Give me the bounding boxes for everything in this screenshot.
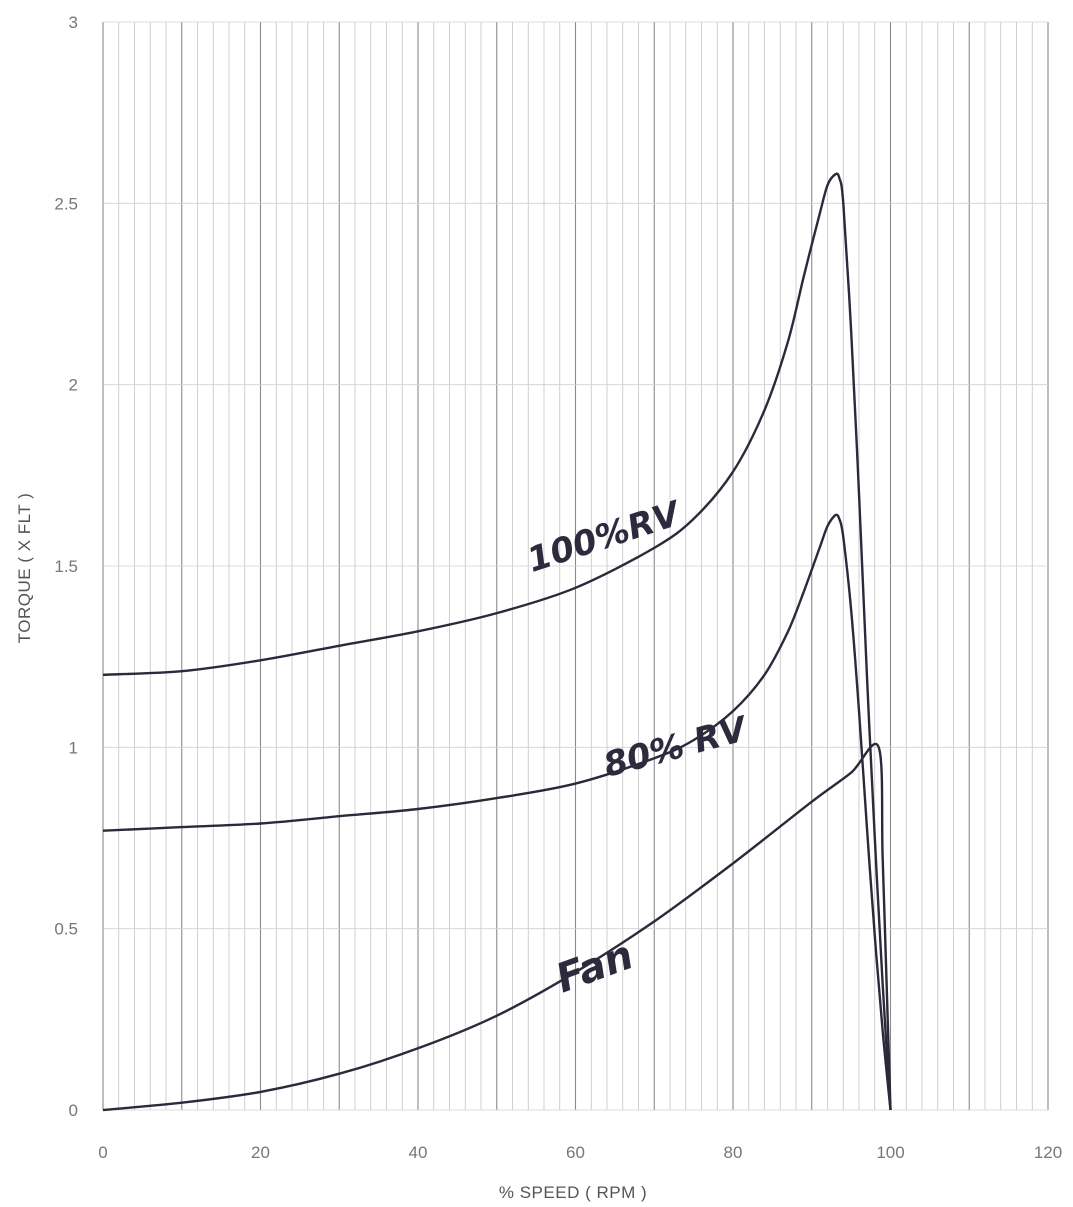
y-tick-label: 0 (69, 1101, 78, 1120)
curve-fan (102, 743, 892, 1112)
curve-label: 100%RV (523, 493, 688, 581)
curve-80-rv (102, 513, 892, 1111)
x-axis-title: % SPEED ( RPM ) (499, 1183, 647, 1202)
x-tick-label: 80 (724, 1143, 743, 1162)
y-tick-label: 0.5 (54, 920, 78, 939)
x-tick-label: 40 (409, 1143, 428, 1162)
y-axis-title: TORQUE ( X FLT ) (15, 493, 34, 644)
curve-label: Fan (550, 932, 639, 1002)
y-tick-label: 3 (69, 13, 78, 32)
y-tick-label: 1 (69, 738, 78, 757)
x-tick-label: 120 (1034, 1143, 1062, 1162)
y-tick-label: 2.5 (54, 194, 78, 213)
x-tick-label: 20 (251, 1143, 270, 1162)
grid (102, 21, 1049, 1111)
curve-100-rv (102, 172, 892, 1111)
y-axis-ticks: 0 0.5 1 1.5 2 2.5 3 (54, 13, 78, 1120)
x-tick-label: 60 (566, 1143, 585, 1162)
curves (102, 172, 892, 1112)
x-axis-ticks: 0 20 40 60 80 100 120 (98, 1143, 1062, 1162)
y-tick-label: 2 (69, 376, 78, 395)
x-tick-label: 100 (876, 1143, 904, 1162)
x-tick-label: 0 (98, 1143, 107, 1162)
y-tick-label: 1.5 (54, 557, 78, 576)
